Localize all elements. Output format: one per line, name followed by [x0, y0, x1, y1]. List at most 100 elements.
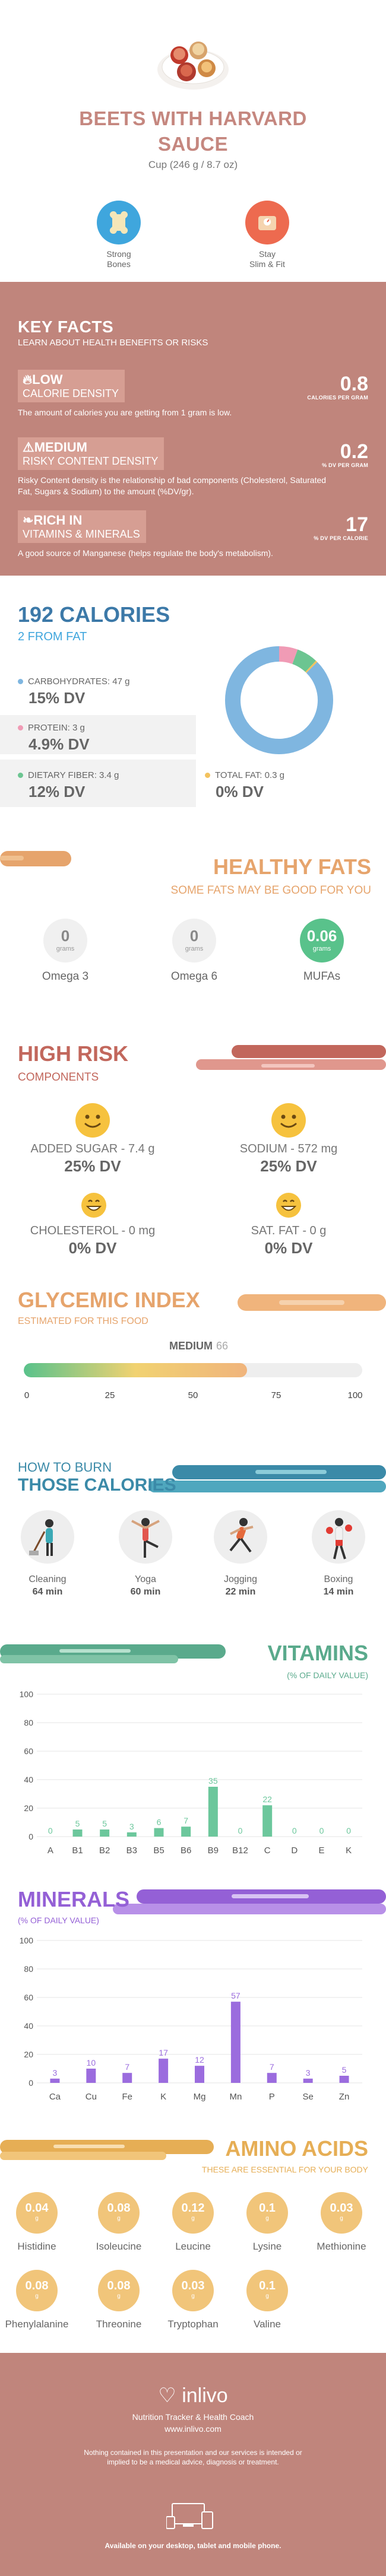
website-link[interactable]: www.inlivo.com [164, 2424, 222, 2434]
glycemic-bar-fill [24, 1363, 248, 1377]
mineral-value-label: 7 [270, 2062, 274, 2072]
mineral-bar-k [159, 2059, 169, 2083]
risk-sat-fat: SAT. FAT - 0 g 0% DV [251, 1224, 327, 1257]
amino-acids-title: AMINO ACIDS [225, 2136, 368, 2161]
vitamin-value-label: 0 [292, 1826, 297, 1835]
dish-image-icon [157, 42, 229, 90]
macro-highlight [0, 715, 196, 754]
mineral-value-label: 10 [87, 2058, 96, 2067]
glycemic-tick: 100 [347, 1390, 363, 1400]
amino-leucine: 0.12 g Leucine [157, 2192, 229, 2253]
mineral-bar-fe [122, 2073, 132, 2083]
mineral-ytick: 100 [20, 1936, 34, 1945]
mineral-category-label: Zn [339, 2092, 350, 2102]
amino-tryptophan: 0.03 g Tryptophan [157, 2270, 229, 2330]
amino-isoleucine: 0.08 g Isoleucine [83, 2192, 154, 2253]
yoga-icon [119, 1510, 172, 1564]
burn-title-line1: HOW TO BURN [18, 1460, 112, 1475]
minerals-title: MINERALS [18, 1887, 129, 1911]
vitamin-bar-b2 [100, 1829, 110, 1837]
vitamin-ytick: 20 [24, 1803, 33, 1813]
calories-subtitle: 2 FROM FAT [18, 630, 87, 643]
macro-fiber: DIETARY FIBER: 3.4 g 12% DV [18, 770, 119, 801]
high-risk-section: HIGH RISK COMPONENTS ADDED SUGAR - 7.4 g… [0, 1018, 386, 1276]
burn-title-line2: THOSE CALORIES [18, 1475, 176, 1495]
vitamin-bar-b6 [181, 1827, 191, 1837]
vitamin-category-label: B1 [72, 1846, 83, 1856]
omega6-label: Omega 6 [170, 970, 218, 983]
amino-acids-section: AMINO ACIDS THESE ARE ESSENTIAL FOR YOUR… [0, 2118, 386, 2353]
vitamin-ytick: 40 [24, 1775, 33, 1784]
glycemic-tick: 50 [188, 1390, 198, 1400]
mineral-value-label: 12 [195, 2055, 204, 2064]
leaf-icon: ❧ [23, 513, 34, 528]
healthy-fats-title: HEALTHY FATS [213, 855, 371, 879]
high-risk-subtitle: COMPONENTS [18, 1071, 99, 1084]
healthy-fats-subtitle: SOME FATS MAY BE GOOD FOR YOU [170, 884, 371, 897]
key-facts-subtitle: LEARN ABOUT HEALTH BENEFITS OR RISKS [18, 338, 208, 348]
devices-icon [166, 2503, 213, 2529]
glycemic-tick: 0 [24, 1390, 30, 1400]
mineral-value-label: 57 [231, 1991, 241, 2000]
mineral-category-label: K [160, 2092, 166, 2102]
decorative-stripes-icon [0, 2140, 214, 2160]
header: BEETS WITH HARVARD SAUCE Cup (246 g / 8.… [0, 0, 386, 282]
vitamins-section: VITAMINS (% OF DAILY VALUE) 0 20 40 60 80 100… [0, 1620, 386, 1869]
mineral-bar-mn [230, 2002, 241, 2083]
grin-icon [81, 1193, 106, 1218]
mineral-value-label: 7 [125, 2062, 129, 2072]
omega6-value: 0 grams [172, 919, 216, 963]
grin-icon [276, 1193, 301, 1218]
vitamin-bar-b3 [126, 1832, 137, 1837]
brand-logo: ♡ inlivo [158, 2384, 228, 2407]
mineral-ytick: 0 [29, 2078, 33, 2088]
activity-jogging: Jogging 22 min [208, 1510, 273, 1597]
burn-calories-section: HOW TO BURN THOSE CALORIES Cleaning 64 m… [0, 1448, 386, 1620]
mineral-bar-mg [195, 2066, 204, 2083]
decorative-stripes-icon [0, 1644, 226, 1663]
mineral-ytick: 20 [24, 2050, 33, 2059]
vitamin-value-label: 22 [262, 1794, 272, 1804]
amino-acids-subtitle: THESE ARE ESSENTIAL FOR YOUR BODY [201, 2165, 368, 2174]
macro-carbohydrates: CARBOHYDRATES: 47 g 15% DV [18, 676, 129, 707]
mineral-bar-cu [86, 2069, 96, 2083]
vitamin-category-label: A [48, 1846, 53, 1856]
decorative-stripes-icon [196, 1045, 386, 1070]
vitamin-value-label: 7 [183, 1816, 188, 1825]
amino-histidine: 0.04 g Histidine [1, 2192, 72, 2253]
vitamins-title: VITAMINS [267, 1641, 368, 1665]
mineral-category-label: Se [302, 2092, 313, 2102]
glycemic-subtitle: ESTIMATED FOR THIS FOOD [18, 1316, 148, 1326]
bone-icon [97, 201, 141, 244]
cleaning-icon [21, 1510, 74, 1564]
omega3-label: Omega 3 [42, 970, 89, 983]
glycemic-bar [24, 1363, 362, 1377]
vitamin-ytick: 80 [24, 1718, 33, 1727]
smile-icon [75, 1103, 110, 1138]
minerals-section: MINERALS (% OF DAILY VALUE) 0 20 40 60 80 100… [0, 1869, 386, 2118]
vitamin-ytick: 60 [24, 1746, 33, 1756]
availability-text: Available on your desktop, tablet and mo… [105, 2542, 281, 2550]
mineral-category-label: Mn [229, 2092, 242, 2102]
heart-icon: ♡ [158, 2384, 176, 2407]
vitamins-bar-chart: 0 20 40 60 80 100 0 A 5 B1 5 B2 3 B3 6 B5 7 B6 35 B9 0 B12 22 C… [20, 1689, 362, 1856]
vitamin-value-label: 35 [208, 1776, 218, 1786]
glycemic-tick: 75 [271, 1390, 281, 1400]
glycemic-tick: 25 [105, 1390, 115, 1400]
fact-vitamins-minerals: ❧RICH IN VITAMINS & MINERALS A good sourc… [18, 510, 368, 559]
decorative-stripes-icon [148, 1465, 386, 1492]
smile-icon [271, 1103, 306, 1138]
amino-valine: 0.1 g Valine [232, 2270, 303, 2330]
vitamin-value-label: 0 [346, 1826, 351, 1835]
decorative-stripes-icon [238, 1294, 386, 1311]
vitamin-category-label: B12 [232, 1846, 248, 1856]
vitamin-value-label: 5 [75, 1819, 80, 1828]
minerals-subtitle: (% OF DAILY VALUE) [18, 1916, 99, 1925]
decorative-stripes-icon [0, 851, 71, 866]
mufas-value: 0.06 grams [300, 919, 344, 963]
healthy-fats-section: HEALTHY FATS SOME FATS MAY BE GOOD FOR Y… [0, 825, 386, 1018]
mineral-bar-zn [339, 2076, 349, 2083]
scale-icon [245, 201, 289, 244]
key-facts-title: KEY FACTS [18, 317, 114, 336]
amino-threonine: 0.08 g Threonine [83, 2270, 154, 2330]
